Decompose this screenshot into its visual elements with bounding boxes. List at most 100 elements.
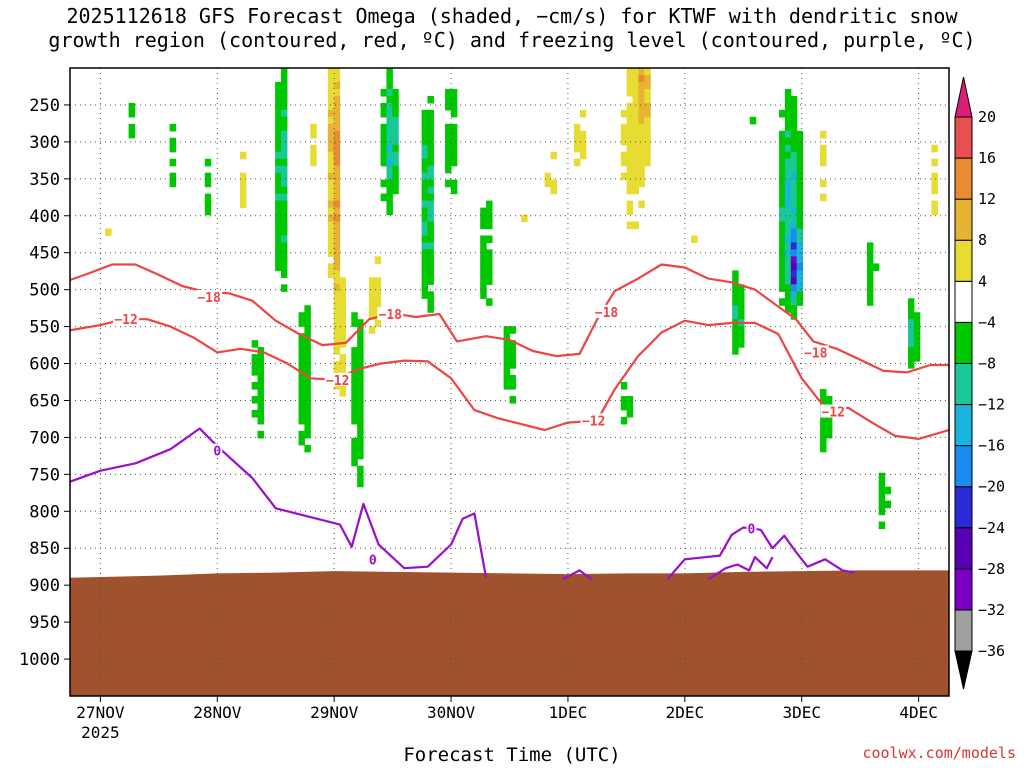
- colorbar-label: −20: [978, 478, 1005, 496]
- omega-cell: [779, 207, 786, 216]
- omega-cell: [509, 340, 516, 348]
- omega-cell: [169, 179, 177, 188]
- omega-cell: [357, 326, 364, 334]
- omega-cell: [913, 333, 921, 341]
- contour-labels: −18 −18 −18 −18 −12 −12 −12 −12 0 0 0: [113, 290, 847, 568]
- omega-cell: [913, 326, 921, 334]
- omega-cell: [386, 137, 393, 146]
- omega-cell: [374, 277, 382, 285]
- omega-cell: [784, 256, 792, 264]
- contour-label-bg: [324, 372, 351, 386]
- omega-cell: [333, 158, 341, 167]
- omega-cell: [632, 95, 640, 104]
- omega-cell: [796, 151, 804, 160]
- omega-cell: [620, 130, 628, 139]
- omega-cell: [738, 312, 745, 320]
- omega-cell: [825, 423, 833, 432]
- omega-cell: [638, 74, 645, 83]
- omega-cell: [275, 137, 282, 146]
- omega-cell: [280, 172, 288, 181]
- omega-cell: [784, 95, 792, 104]
- omega-cell: [333, 326, 341, 334]
- omega-cell: [503, 326, 511, 334]
- omega-cell: [790, 186, 798, 195]
- omega-cell: [280, 249, 288, 257]
- omega-cell: [427, 193, 434, 202]
- credit-text: coolwx.com/models: [862, 744, 1016, 762]
- omega-cell: [204, 179, 212, 188]
- contour-label-bg: [367, 552, 378, 566]
- omega-cell: [486, 298, 493, 306]
- omega-cell: [304, 347, 311, 355]
- omega-cell: [351, 375, 358, 383]
- omega-cell: [790, 102, 798, 111]
- omega-cell: [357, 430, 364, 439]
- omega-cell: [357, 444, 364, 453]
- omega-cell: [820, 179, 827, 188]
- omega-cell: [632, 144, 640, 153]
- omega-cell: [275, 249, 282, 257]
- omega-cell: [304, 388, 311, 397]
- omega-shading: [105, 68, 938, 530]
- omega-cell: [275, 242, 282, 251]
- omega-cell: [796, 263, 804, 271]
- omega-cell: [784, 214, 792, 223]
- omega-cell: [480, 242, 487, 251]
- omega-cell: [784, 207, 792, 216]
- omega-cell: [790, 214, 798, 223]
- omega-cell: [339, 382, 347, 390]
- omega-cell: [784, 179, 792, 188]
- omega-cell: [790, 263, 798, 271]
- omega-cell: [790, 144, 798, 153]
- omega-cell: [626, 137, 634, 146]
- omega-cell: [280, 130, 288, 139]
- omega-cell: [749, 116, 757, 125]
- omega-cell: [790, 221, 798, 230]
- omega-cell: [796, 270, 804, 278]
- colorbar-segment: [954, 198, 973, 241]
- omega-cell: [638, 158, 645, 167]
- omega-cell: [866, 277, 874, 285]
- omega-cell: [392, 179, 399, 188]
- omega-cell: [327, 263, 335, 271]
- omega-cell: [509, 347, 516, 355]
- omega-cell: [374, 291, 382, 299]
- omega-cell: [796, 249, 804, 257]
- omega-cell: [327, 186, 335, 195]
- omega-cell: [732, 291, 739, 299]
- omega-cell: [275, 116, 282, 125]
- omega-cell: [333, 242, 341, 251]
- omega-cell: [790, 305, 798, 313]
- contour-0C: [70, 427, 488, 578]
- omega-cell: [427, 242, 434, 251]
- omega-cell: [779, 151, 786, 160]
- omega-cell: [251, 340, 259, 348]
- omega-cell: [351, 458, 358, 467]
- omega-cell: [931, 158, 938, 167]
- omega-cell: [784, 228, 792, 237]
- colorbar-segment: [954, 609, 973, 652]
- omega-cell: [779, 242, 786, 251]
- omega-cell: [280, 221, 288, 230]
- omega-cell: [327, 123, 335, 132]
- omega-cell: [573, 158, 581, 167]
- omega-cell: [374, 319, 382, 327]
- omega-cell: [128, 130, 136, 139]
- omega-cell: [784, 249, 792, 257]
- omega-cell: [638, 123, 645, 132]
- omega-cell: [738, 284, 745, 292]
- omega-cell: [878, 500, 886, 509]
- omega-cell: [509, 354, 516, 362]
- omega-cell: [790, 207, 798, 216]
- omega-cell: [169, 137, 177, 146]
- omega-cell: [866, 242, 874, 251]
- colorbar-segment: [954, 404, 973, 447]
- omega-cell: [931, 186, 938, 195]
- omega-cell: [620, 123, 628, 132]
- omega-cell: [421, 291, 429, 299]
- omega-cell: [374, 298, 382, 306]
- omega-cell: [784, 109, 792, 118]
- omega-cell: [872, 263, 880, 271]
- contour-label: −18: [379, 308, 403, 323]
- omega-cell: [298, 395, 305, 404]
